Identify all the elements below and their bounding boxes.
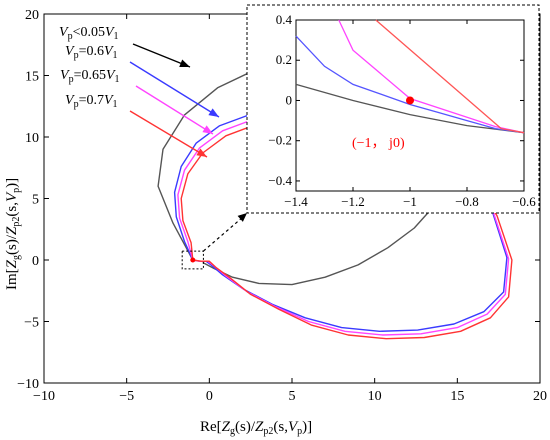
- critical-point-marker-inset: [406, 96, 414, 105]
- inset-series-line-3: [375, 19, 525, 134]
- zoom-connector-arrowhead: [237, 213, 247, 222]
- legend-label-vp-0.65: Vp=0.65V1: [60, 68, 120, 85]
- main-y-tick-label: 15: [25, 70, 39, 85]
- main-x-tick-label: −5: [119, 389, 134, 404]
- legend-arrow-2: [135, 85, 214, 135]
- legend: Vp<0.05V1 Vp=0.6V1 Vp=0.65V1 Vp=0.7V1: [59, 25, 120, 110]
- main-y-tick-label: 20: [25, 8, 39, 23]
- x-axis-label: Re[Zg(s)/Zp2(s,Vp)]: [200, 419, 312, 437]
- main-x-tick-label: 20: [533, 389, 547, 404]
- y-axis-label: Im[Zg(s)/Zp2(s,Vp)]: [4, 178, 22, 290]
- legend-arrowhead-2: [202, 125, 213, 134]
- inset-y-tick-label: 0.4: [276, 12, 293, 27]
- zoom-connector-arrow: [203, 216, 244, 252]
- inset-x-tick-label: −0.8: [455, 194, 479, 209]
- inset-series-line-0: [295, 83, 525, 134]
- main-x-tick-labels: −10 −5 0 5 10 15 20: [33, 389, 547, 404]
- legend-arrowhead-1: [208, 108, 219, 117]
- legend-arrow-3: [129, 110, 208, 158]
- inset-x-tick-label: −1.2: [341, 194, 365, 209]
- inset-x-tick-labels: −1.4 −1.2 −1 −0.8 −0.6: [284, 194, 536, 209]
- legend-arrows: [129, 43, 220, 158]
- legend-arrowhead-0: [179, 59, 190, 67]
- main-x-tick-label: 5: [289, 389, 296, 404]
- main-x-tick-label: 10: [368, 389, 382, 404]
- inset-x-tick-label: −0.6: [512, 194, 536, 209]
- critical-point-marker-main: [190, 257, 196, 263]
- main-y-tick-label: −10: [17, 377, 39, 392]
- legend-arrowhead-3: [196, 148, 207, 157]
- inset-plot-frame: [295, 19, 525, 192]
- inset-tick-marks: [295, 19, 525, 191]
- legend-arrow-0: [132, 43, 191, 68]
- main-y-tick-labels: 20 15 10 5 0 −5 −10: [17, 8, 39, 392]
- inset-y-tick-labels: 0.4 0.2 0 −0.2 −0.4: [268, 12, 292, 188]
- legend-label-vp-lt-0.05: Vp<0.05V1: [59, 25, 119, 42]
- inset-y-tick-label: 0.2: [276, 52, 292, 67]
- zoom-source-box: [181, 250, 204, 270]
- main-y-tick-label: −5: [24, 316, 39, 331]
- legend-label-vp-0.7: Vp=0.7V1: [65, 93, 118, 110]
- main-x-tick-label: −10: [33, 389, 55, 404]
- main-y-tick-label: 0: [32, 254, 39, 269]
- inset-y-tick-label: 0: [286, 92, 293, 107]
- inset-y-tick-label: −0.4: [268, 173, 292, 188]
- critical-point-label: (−1， j0): [352, 136, 405, 151]
- inset-x-tick-label: −1.4: [284, 194, 308, 209]
- inset-x-tick-label: −1: [403, 194, 417, 209]
- legend-label-vp-0.6: Vp=0.6V1: [65, 44, 118, 61]
- main-y-tick-label: 5: [32, 193, 39, 208]
- inset-series-line-1: [295, 35, 525, 134]
- main-x-tick-label: 0: [206, 389, 213, 404]
- legend-arrow-1: [129, 61, 220, 118]
- main-y-tick-label: 10: [25, 131, 39, 146]
- inset-y-tick-label: −0.2: [268, 133, 292, 148]
- main-x-tick-label: 15: [450, 389, 464, 404]
